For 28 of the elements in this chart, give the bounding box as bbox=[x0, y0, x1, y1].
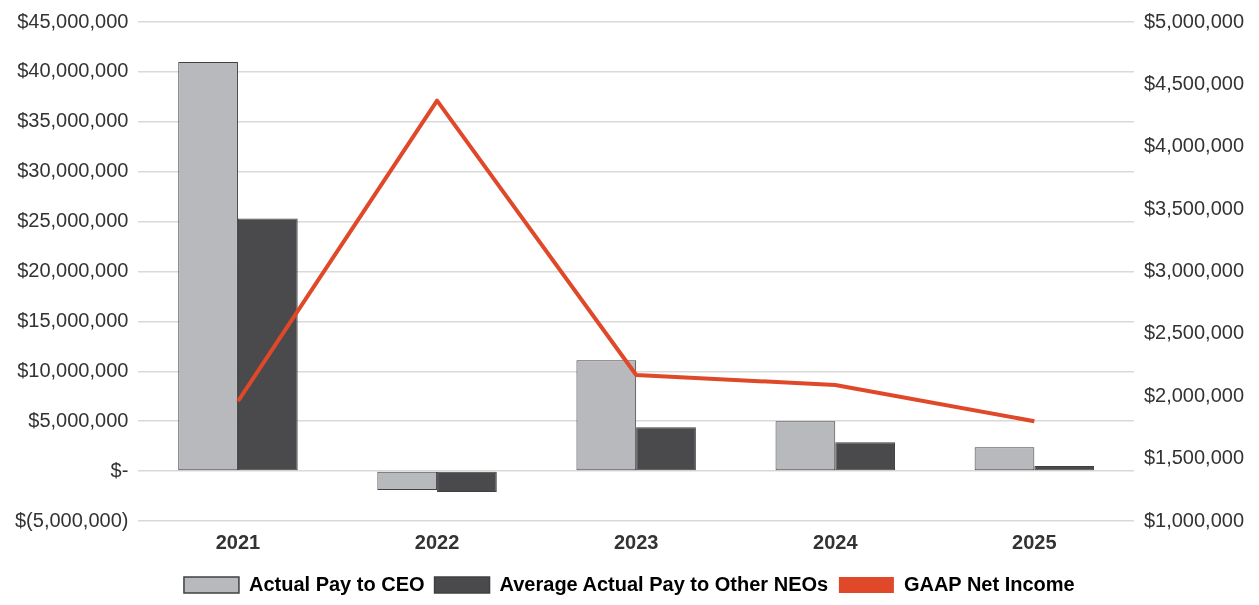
y-tick-label: $25,000,000 bbox=[17, 209, 129, 232]
x-tick-label: 2022 bbox=[414, 530, 460, 553]
y-tick-label: $45,000,000 bbox=[17, 9, 129, 32]
legend-label: Actual Pay to CEO bbox=[248, 572, 425, 595]
y-tick-label: $(5,000,000) bbox=[15, 508, 129, 531]
legend-label: GAAP Net Income bbox=[903, 572, 1075, 595]
y-tick-label: $20,000,000 bbox=[17, 259, 129, 282]
x-tick-label: 2025 bbox=[1012, 530, 1057, 553]
y2-tick-label: $3,500,000 bbox=[1143, 196, 1245, 219]
y-tick-label: $10,000,000 bbox=[17, 358, 129, 381]
y2-tick-label: $2,000,000 bbox=[1143, 383, 1245, 406]
y-tick-label: $- bbox=[110, 458, 129, 481]
y-tick-label: $35,000,000 bbox=[17, 109, 129, 132]
y-tick-label: $40,000,000 bbox=[17, 59, 129, 82]
x-tick-label: 2023 bbox=[613, 530, 659, 553]
legend-label: Average Actual Pay to Other NEOs bbox=[499, 572, 829, 595]
y2-tick-label: $2,500,000 bbox=[1143, 321, 1245, 344]
y2-tick-label: $4,500,000 bbox=[1143, 71, 1245, 94]
y2-tick-label: $1,500,000 bbox=[1143, 446, 1245, 469]
y-tick-label: $15,000,000 bbox=[17, 308, 129, 331]
y-tick-label: $5,000,000 bbox=[28, 408, 129, 431]
x-tick-label: 2021 bbox=[215, 530, 261, 553]
y2-tick-label: $3,000,000 bbox=[1143, 259, 1245, 282]
y2-tick-label: $4,000,000 bbox=[1143, 134, 1245, 157]
y-tick-label: $30,000,000 bbox=[17, 159, 129, 182]
y2-tick-label: $1,000,000 bbox=[1143, 508, 1245, 531]
x-tick-label: 2024 bbox=[813, 530, 859, 553]
y2-tick-label: $5,000,000 bbox=[1143, 9, 1245, 32]
